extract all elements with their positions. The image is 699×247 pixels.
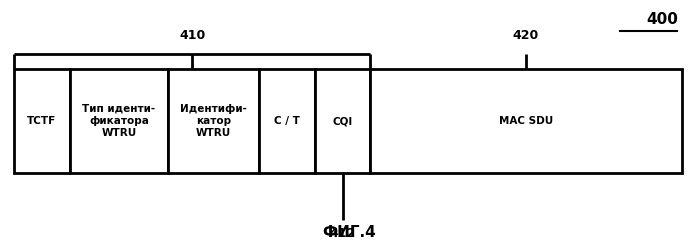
- Text: ФИГ.4: ФИГ.4: [323, 225, 376, 240]
- FancyBboxPatch shape: [70, 69, 168, 173]
- Text: C / T: C / T: [273, 116, 300, 126]
- FancyBboxPatch shape: [14, 69, 70, 173]
- FancyBboxPatch shape: [259, 69, 315, 173]
- FancyBboxPatch shape: [315, 69, 370, 173]
- Text: Идентифи-
катор
WTRU: Идентифи- катор WTRU: [180, 104, 247, 138]
- Text: 420: 420: [513, 29, 539, 42]
- Text: 412: 412: [329, 227, 356, 240]
- FancyBboxPatch shape: [370, 69, 682, 173]
- Text: MAC SDU: MAC SDU: [499, 116, 553, 126]
- Text: TCTF: TCTF: [27, 116, 57, 126]
- Text: 410: 410: [179, 29, 206, 42]
- Text: Тип иденти-
фикатора
WTRU: Тип иденти- фикатора WTRU: [82, 104, 155, 138]
- Text: CQI: CQI: [333, 116, 352, 126]
- Text: 400: 400: [646, 12, 678, 27]
- FancyBboxPatch shape: [168, 69, 259, 173]
